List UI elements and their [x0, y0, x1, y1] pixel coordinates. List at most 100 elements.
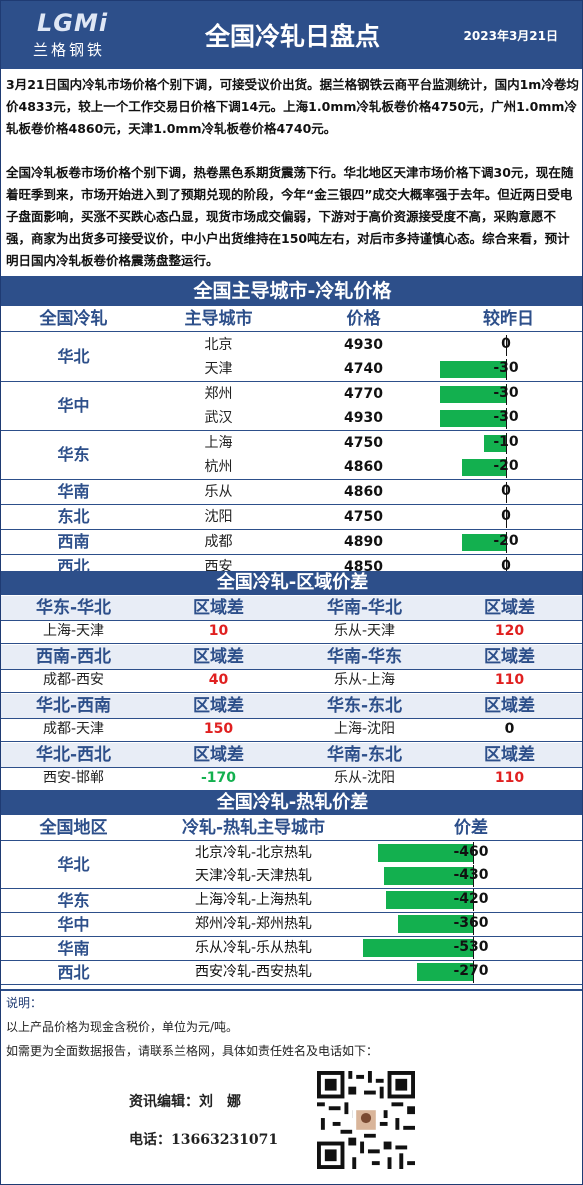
row-divider: [1, 741, 582, 742]
row-divider: [1, 669, 582, 670]
spread-pair: 乐从-沈阳: [333, 770, 396, 786]
city-name: 成都: [204, 534, 233, 550]
spread-diff-label: 区域差: [193, 647, 244, 667]
city-name: 北京: [204, 337, 233, 353]
spread-axis: [473, 889, 474, 911]
spread-value: 120: [494, 623, 525, 639]
region-label: 华南: [57, 939, 90, 958]
header-spread: 价差: [454, 818, 488, 838]
change-axis: [506, 359, 507, 380]
spread-pair: 乐从-天津: [333, 623, 396, 639]
change-value: -30: [493, 385, 519, 401]
spread-bar: [398, 915, 473, 933]
row-divider: [1, 790, 582, 791]
city-price: 4860: [344, 484, 383, 500]
row-divider: [1, 912, 582, 913]
spread-cell: -430: [361, 865, 582, 887]
spread-bar: [385, 891, 473, 909]
logo-chinese-name: 兰格钢铁: [33, 41, 106, 59]
spread-header-bg: [292, 694, 582, 718]
spread-cell: -270: [361, 961, 582, 983]
spread-name: 华南-华东: [326, 647, 403, 667]
change-cell: 0: [436, 482, 582, 503]
spread-pair: 西安冷轧-西安热轧: [194, 964, 313, 980]
region-label: 华北: [57, 347, 90, 366]
spread-cell: -360: [361, 913, 582, 935]
spread-pair: 上海-天津: [42, 623, 105, 639]
change-cell: 0: [436, 507, 582, 528]
row-divider: [1, 960, 582, 961]
spread-value: 150: [203, 721, 234, 737]
spread-value: -360: [453, 915, 489, 931]
city-name: 乐从: [204, 484, 233, 500]
spread-value: -270: [453, 963, 489, 979]
change-value: 0: [501, 483, 511, 499]
spread-value: 10: [208, 623, 229, 639]
region-label: 西南: [57, 532, 90, 551]
page-title: 全国冷轧日盘点: [204, 22, 380, 51]
change-cell: 0: [436, 335, 582, 356]
spread-value: -170: [200, 770, 237, 786]
row-divider: [1, 529, 582, 530]
spread-axis: [473, 865, 474, 887]
change-bar: [484, 435, 506, 452]
change-value: -10: [493, 434, 519, 450]
change-value: -30: [493, 409, 519, 425]
spread-value: 110: [494, 770, 525, 786]
spread-value: -420: [453, 891, 489, 907]
spread-pair: 郑州冷轧-郑州热轧: [194, 916, 313, 932]
header-price: 价格: [346, 309, 381, 329]
row-divider: [1, 718, 582, 719]
region-label: 华东: [57, 445, 90, 464]
row-divider: [1, 767, 582, 768]
city-name: 上海: [204, 435, 233, 451]
city-price: 4750: [344, 509, 383, 525]
spread-header-bg: [1, 596, 292, 620]
spread-header-bg: [1, 743, 292, 767]
spread-diff-label: 区域差: [193, 696, 244, 716]
change-cell: -30: [436, 359, 582, 380]
spread-name: 华北-西南: [35, 696, 112, 716]
row-divider: [1, 692, 582, 693]
lgmi-logo: LGMi 兰格钢铁: [19, 9, 119, 61]
change-bar: [440, 361, 506, 378]
spread-pair: 成都-西安: [42, 672, 105, 688]
spread-value: 40: [208, 672, 229, 688]
city-price: 4930: [344, 410, 383, 426]
spread-header-bg: [1, 645, 292, 669]
spread-name: 华东-华北: [35, 598, 112, 618]
region-label: 华东: [57, 891, 90, 910]
spread-pair: 北京冷轧-北京热轧: [194, 845, 313, 861]
spread-bar: [416, 963, 473, 981]
divider: [1, 989, 582, 991]
spread-bar: [363, 939, 473, 957]
spread-name: 华北-西北: [35, 745, 112, 765]
spread-cell: -460: [361, 842, 582, 864]
spread-pair: 成都-天津: [42, 721, 105, 737]
summary-paragraph-2: 全国冷轧板卷市场价格个别下调，热卷黑色系期货震荡下行。华北地区天津市场价格下调3…: [6, 165, 574, 268]
change-bar: [462, 459, 506, 476]
row-divider: [1, 984, 582, 985]
spread-value: -530: [453, 939, 489, 955]
change-axis: [506, 335, 507, 356]
header-banner: LGMi 兰格钢铁 全国冷轧日盘点 2023年3月21日: [1, 1, 582, 69]
spread-name: 西南-西北: [35, 647, 112, 667]
change-value: -30: [493, 360, 519, 376]
spread-pair: 天津冷轧-天津热轧: [194, 868, 313, 884]
change-cell: -20: [436, 457, 582, 478]
editor-name: 资讯编辑：刘 娜: [129, 1094, 241, 1110]
spread-diff-label: 区域差: [193, 598, 244, 618]
spread-name: 华南-东北: [326, 745, 403, 765]
city-price: 4770: [344, 386, 383, 402]
header-region: 全国冷轧: [39, 309, 108, 329]
logo-mark: LGMi: [37, 9, 109, 37]
notes-line-2: 如需更为全面数据报告，请联系兰格网，具体如责任姓名及电话如下：: [6, 1044, 379, 1058]
row-divider: [1, 620, 582, 621]
change-axis: [506, 532, 507, 553]
spread-value: -460: [453, 844, 489, 860]
region-label: 西北: [57, 963, 90, 982]
spread-header-bg: [292, 645, 582, 669]
qr-code-icon: [317, 1071, 415, 1169]
spread-axis: [473, 961, 474, 983]
